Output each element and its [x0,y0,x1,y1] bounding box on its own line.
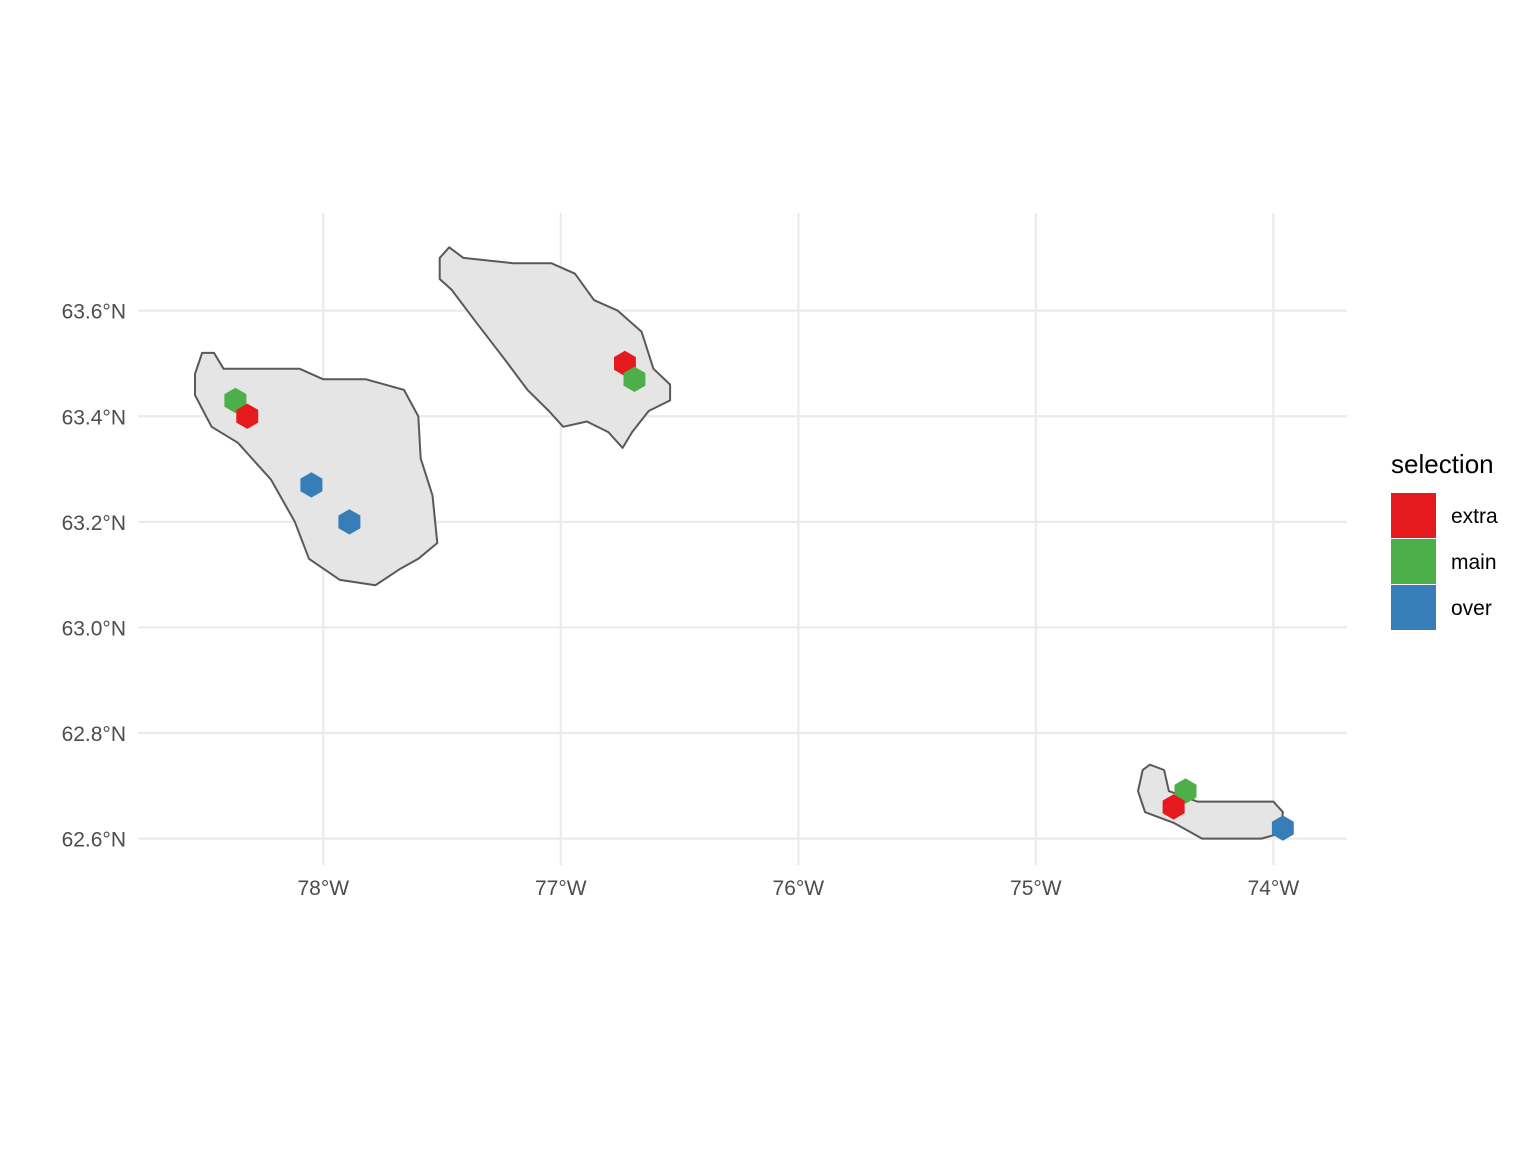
x-tick-label: 78°W [297,877,349,900]
x-tick-label: 75°W [1010,877,1062,900]
y-tick-label: 63.4°N [62,406,126,429]
hex-over [300,472,323,498]
legend-key-extra [1391,493,1436,538]
legend-label-extra: extra [1451,505,1498,528]
legend-label-over: over [1451,597,1492,620]
hex-extra [236,403,259,429]
legend-key-main [1391,539,1436,584]
legend-key-over [1391,585,1436,630]
x-tick-label: 76°W [773,877,825,900]
x-tick-label: 74°W [1248,877,1300,900]
x-axis-tick-labels: 78°W 77°W 76°W 75°W 74°W [297,877,1299,900]
selection-hexagons [224,350,1294,841]
y-tick-label: 63.0°N [62,617,126,640]
legend: selection extra main over [1391,449,1498,630]
legend-keys: extra main over [1391,493,1498,630]
gridlines [138,213,1347,865]
y-tick-label: 62.8°N [62,723,126,746]
hex-main [1174,778,1197,804]
region-1 [194,351,439,587]
hex-over [338,509,361,535]
legend-label-main: main [1451,551,1497,574]
region-3 [1137,763,1284,840]
legend-title: selection [1391,449,1494,479]
hex-over [1271,815,1294,841]
hex-main [623,366,646,392]
x-tick-label: 77°W [535,877,587,900]
hex-extra [1162,794,1185,820]
region-2 [438,246,672,449]
y-tick-label: 62.6°N [62,829,126,852]
y-tick-label: 63.6°N [62,301,126,324]
hex-main [224,387,247,414]
y-axis-tick-labels: 62.6°N 62.8°N 63.0°N 63.2°N 63.4°N 63.6°N [62,301,126,852]
region-polygons [194,246,1284,840]
y-tick-label: 63.2°N [62,512,126,535]
